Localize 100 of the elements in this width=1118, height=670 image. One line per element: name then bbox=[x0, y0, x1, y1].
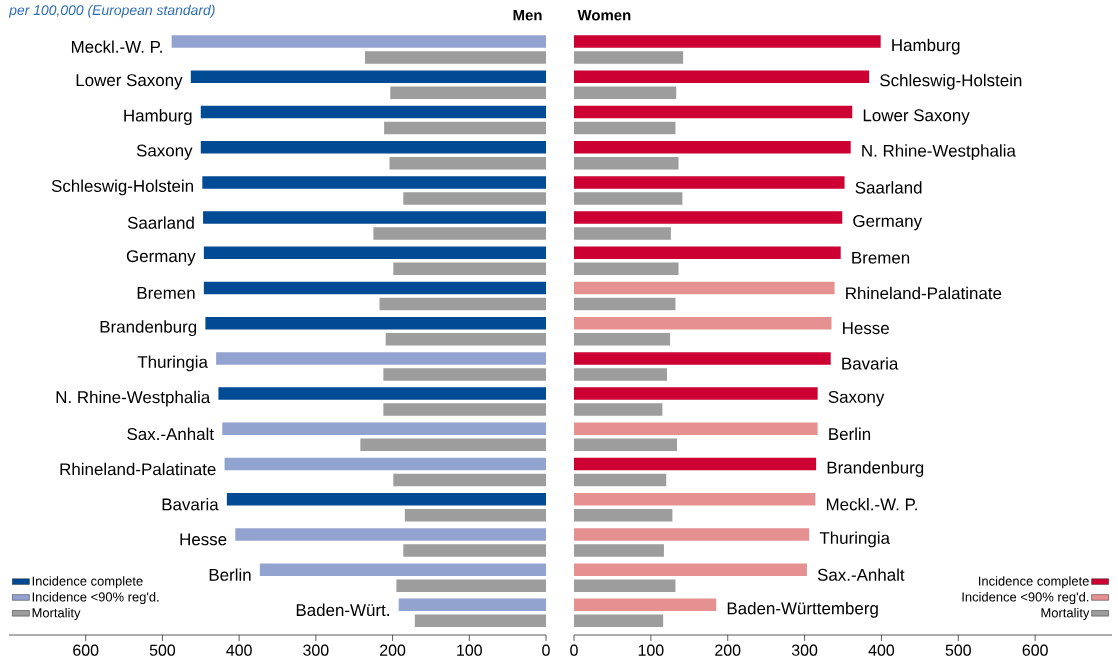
y-tick-label: N. Rhine-Westphalia bbox=[56, 390, 211, 407]
x-tick-label: 400 bbox=[868, 644, 895, 656]
y-tick-label: Brandenburg bbox=[827, 461, 924, 477]
bar bbox=[574, 403, 663, 416]
bar bbox=[574, 368, 667, 381]
bar bbox=[574, 51, 684, 64]
legend-label: Incidence <90% reg'd. bbox=[32, 592, 159, 605]
x-tick-label: 600 bbox=[73, 644, 99, 656]
y-tick-label: Hamburg bbox=[892, 38, 960, 55]
bar bbox=[216, 352, 546, 365]
bar bbox=[404, 508, 546, 522]
bar bbox=[403, 544, 546, 557]
x-tick-label: 200 bbox=[715, 644, 741, 656]
x-tick-label: 0 bbox=[570, 644, 578, 656]
x-tick-label: 0 bbox=[542, 644, 550, 656]
bar bbox=[379, 297, 546, 311]
y-tick-label: Berlin bbox=[209, 568, 251, 581]
bar bbox=[226, 492, 546, 506]
y-tick-label: Bremen bbox=[137, 287, 195, 299]
bar bbox=[574, 246, 841, 260]
legend-label: Mortality bbox=[32, 607, 81, 620]
y-tick-label: Thuringia bbox=[137, 355, 208, 372]
legend-label: Incidence <90% reg'd. bbox=[962, 592, 1089, 605]
x-tick-label: 100 bbox=[457, 644, 482, 656]
bar bbox=[398, 598, 546, 612]
bar bbox=[574, 211, 843, 224]
bar bbox=[574, 86, 677, 100]
y-tick-label: Lower Saxony bbox=[76, 74, 183, 90]
bar bbox=[574, 544, 664, 557]
bar bbox=[574, 579, 676, 592]
bar bbox=[574, 121, 676, 135]
y-tick-label: Meckl.-W. P. bbox=[71, 40, 162, 53]
bar bbox=[403, 192, 546, 205]
x-tick-label: 100 bbox=[638, 644, 664, 656]
y-tick-label: N. Rhine-Westphalia bbox=[862, 144, 1016, 161]
bar bbox=[203, 211, 546, 224]
bar bbox=[389, 156, 546, 170]
bar bbox=[373, 227, 546, 240]
bar bbox=[574, 508, 673, 522]
y-tick-label: Bavaria bbox=[162, 498, 219, 511]
bar bbox=[574, 563, 807, 576]
y-tick-label: Bremen bbox=[852, 251, 910, 264]
y-tick-label: Baden-Würt. bbox=[296, 603, 389, 617]
bar bbox=[574, 473, 667, 487]
y-tick-label: Hesse bbox=[843, 322, 889, 335]
bar bbox=[205, 316, 546, 330]
bar bbox=[574, 614, 664, 628]
y-tick-label: Saxony bbox=[136, 144, 193, 160]
bar bbox=[574, 387, 818, 400]
bar bbox=[574, 262, 679, 276]
legend-label: Incidence complete bbox=[32, 576, 143, 589]
y-tick-label: Rhineland-Palatinate bbox=[60, 462, 216, 476]
bar bbox=[200, 105, 546, 119]
bar bbox=[383, 403, 546, 416]
bar bbox=[224, 457, 546, 471]
x-tick-label: 300 bbox=[303, 644, 329, 656]
y-tick-label: Germany bbox=[126, 250, 196, 266]
bar bbox=[396, 579, 546, 592]
bar bbox=[218, 387, 546, 400]
bar bbox=[390, 86, 546, 100]
bar bbox=[364, 51, 546, 64]
x-tick-label: 500 bbox=[149, 644, 176, 656]
y-tick-label: Hesse bbox=[180, 533, 227, 546]
x-tick-label: 200 bbox=[380, 644, 406, 656]
chart-subtitle: per 100,000 (European standard) bbox=[8, 4, 215, 18]
bar bbox=[190, 70, 546, 84]
x-tick-label: 500 bbox=[945, 644, 971, 656]
bar bbox=[360, 438, 546, 452]
bar bbox=[574, 35, 881, 48]
bar bbox=[574, 281, 835, 295]
bar bbox=[574, 438, 677, 452]
bar bbox=[385, 332, 546, 346]
bar bbox=[574, 192, 683, 205]
bar bbox=[574, 227, 671, 240]
y-tick-label: Lower Saxony bbox=[863, 109, 970, 125]
bar bbox=[574, 176, 845, 189]
legend-label: Incidence complete bbox=[979, 576, 1089, 589]
bar bbox=[574, 316, 832, 330]
bar bbox=[259, 563, 546, 576]
bar bbox=[574, 332, 671, 346]
bar bbox=[574, 140, 851, 154]
bar bbox=[574, 492, 816, 506]
y-tick-label: Rhineland-Palatinate bbox=[846, 286, 1002, 300]
bar bbox=[203, 246, 546, 260]
bar bbox=[574, 352, 831, 365]
bar bbox=[574, 297, 676, 311]
bar bbox=[574, 457, 817, 471]
y-tick-label: Hamburg bbox=[124, 109, 192, 125]
bar bbox=[574, 70, 870, 84]
y-tick-label: Sax.-Anhalt bbox=[127, 427, 214, 441]
y-tick-label: Meckl.-W. P. bbox=[826, 498, 917, 511]
bar bbox=[393, 262, 546, 276]
bar bbox=[574, 528, 810, 541]
y-tick-label: Germany bbox=[853, 214, 923, 231]
x-tick-label: 400 bbox=[226, 644, 252, 656]
y-tick-label: Thuringia bbox=[819, 531, 890, 548]
bar bbox=[202, 176, 546, 189]
bar bbox=[393, 473, 546, 487]
bar bbox=[222, 422, 546, 436]
bar bbox=[171, 35, 546, 48]
